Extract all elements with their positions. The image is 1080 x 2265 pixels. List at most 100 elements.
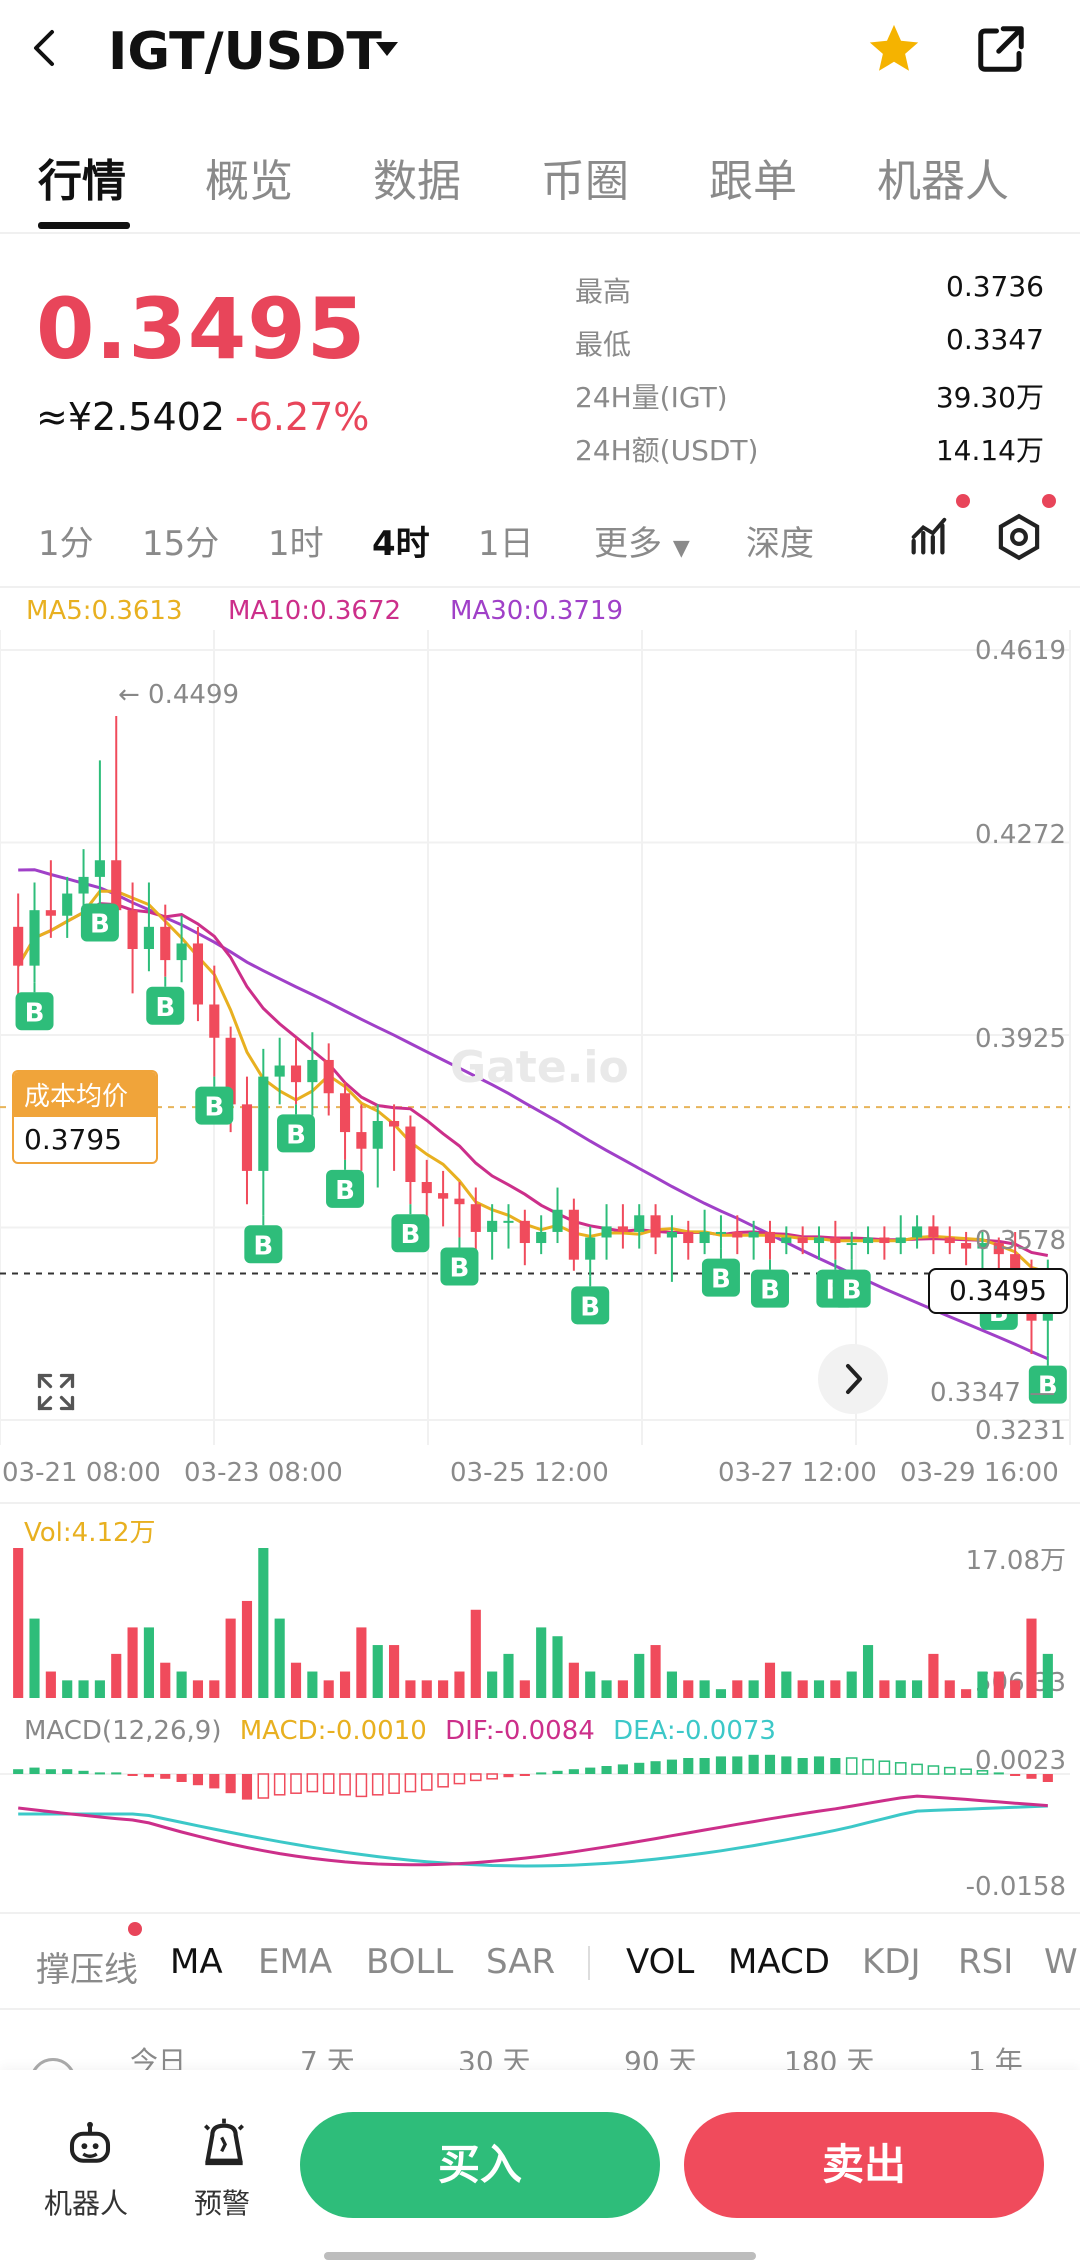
buy-marker: B xyxy=(146,976,185,1025)
candlestick-chart[interactable]: BBBBBBBBBBBBBBBB xyxy=(0,630,1080,1445)
macd-histogram-bar xyxy=(62,1769,73,1774)
indicator-ema[interactable]: EMA xyxy=(258,1942,333,1982)
macd-histogram-bar xyxy=(355,1773,368,1798)
buy-marker: B xyxy=(195,1076,234,1125)
tab-market[interactable]: 行情 xyxy=(38,156,126,207)
macd-histogram-bar xyxy=(634,1762,645,1774)
tab-copy-trade[interactable]: 跟单 xyxy=(709,156,797,207)
candle xyxy=(323,1059,334,1094)
timeframe-1d[interactable]: 1日 xyxy=(478,524,534,564)
stat-high-value: 0.3736 xyxy=(946,270,1044,303)
time-axis-divider xyxy=(0,1502,1080,1504)
candle xyxy=(912,1226,923,1238)
back-arrow-icon[interactable] xyxy=(24,26,68,70)
macd-histogram-bar xyxy=(699,1758,710,1774)
macd-histogram-bar xyxy=(683,1758,694,1774)
share-icon[interactable] xyxy=(974,22,1028,76)
volume-bar xyxy=(192,1680,204,1698)
candle xyxy=(552,1209,563,1232)
candle xyxy=(127,910,138,950)
macd-histogram-bar xyxy=(1010,1774,1021,1776)
indicator-rsi[interactable]: RSI xyxy=(958,1942,1014,1982)
candle xyxy=(568,1209,579,1260)
volume-bar xyxy=(1042,1653,1053,1698)
indicator-ma[interactable]: MA xyxy=(170,1942,223,1982)
depth-tab[interactable]: 深度 xyxy=(746,524,814,564)
candle xyxy=(601,1226,612,1238)
chevron-down-icon[interactable] xyxy=(374,40,400,60)
buy-button[interactable]: 买入 xyxy=(300,2112,660,2218)
macd-histogram-bar xyxy=(241,1774,253,1800)
indicator-sar[interactable]: SAR xyxy=(486,1942,556,1982)
macd-histogram-bar xyxy=(862,1758,874,1775)
timeframe-4h[interactable]: 4时 xyxy=(372,524,430,564)
candle xyxy=(993,1243,1004,1255)
robot-label[interactable]: 机器人 xyxy=(44,2187,129,2220)
fullscreen-icon[interactable] xyxy=(34,1370,78,1414)
price-change: -6.27% xyxy=(234,395,370,439)
volume-bar xyxy=(781,1671,792,1698)
candle xyxy=(225,1037,236,1105)
buy-marker-box xyxy=(440,1247,479,1286)
macd-histogram-bar xyxy=(404,1773,417,1793)
buy-marker: B xyxy=(244,1215,283,1264)
macd-histogram-bar xyxy=(732,1756,743,1774)
tab-overview[interactable]: 概览 xyxy=(205,156,293,207)
volume-bar xyxy=(503,1653,514,1698)
ma30-legend: MA30:0.3719 xyxy=(450,596,624,626)
timeframe-1m[interactable]: 1分 xyxy=(38,524,94,564)
indicator-w[interactable]: W xyxy=(1044,1942,1078,1982)
volume-bar xyxy=(111,1653,122,1698)
alert-clock-icon[interactable] xyxy=(196,2114,252,2170)
volume-bar xyxy=(748,1680,759,1698)
tab-robot[interactable]: 机器人 xyxy=(877,156,1009,207)
volume-bar xyxy=(127,1627,138,1698)
alert-label[interactable]: 预警 xyxy=(194,2187,251,2220)
timeframe-divider xyxy=(0,586,1080,588)
robot-icon[interactable] xyxy=(62,2118,118,2172)
indicator-support-resistance[interactable]: 撑压线 xyxy=(36,1950,138,1990)
indicator-boll[interactable]: BOLL xyxy=(366,1942,454,1982)
chart-indicator-icon[interactable] xyxy=(906,514,952,560)
candle xyxy=(519,1220,530,1244)
scroll-right-button[interactable] xyxy=(818,1344,888,1414)
volume-bar xyxy=(487,1671,498,1698)
timeframe-more[interactable]: 更多 ▼ xyxy=(594,516,690,565)
buy-marker-box xyxy=(832,1269,871,1308)
candle xyxy=(715,1231,727,1234)
buy-marker-box xyxy=(701,1258,740,1297)
tab-data[interactable]: 数据 xyxy=(373,156,461,207)
macd-histogram-bar xyxy=(388,1773,400,1794)
candle xyxy=(862,1237,874,1244)
volume-bar xyxy=(879,1680,890,1698)
stat-high-label: 最高 xyxy=(575,275,632,308)
macd-histogram-bar xyxy=(666,1759,677,1774)
dif-value: DIF:-0.0084 xyxy=(445,1716,595,1746)
watermark: Gate.io xyxy=(450,1042,629,1093)
volume-bar xyxy=(715,1689,727,1698)
indicator-kdj[interactable]: KDJ xyxy=(862,1942,921,1982)
volume-bar xyxy=(62,1680,73,1698)
buy-marker-text: B xyxy=(1038,1372,1058,1402)
time-axis-label: 03-27 12:00 xyxy=(718,1458,877,1488)
star-icon[interactable] xyxy=(864,20,924,78)
timeframe-1h[interactable]: 1时 xyxy=(268,524,324,564)
macd-histogram-bar xyxy=(420,1773,433,1791)
tab-community[interactable]: 币圈 xyxy=(541,156,629,207)
sell-button[interactable]: 卖出 xyxy=(684,2112,1044,2218)
last-price-tag: 0.3495 xyxy=(928,1268,1068,1314)
macd-histogram-bar xyxy=(781,1756,792,1774)
macd-histogram-bar xyxy=(192,1774,204,1786)
indicator-macd[interactable]: MACD xyxy=(728,1942,830,1982)
settings-hex-icon[interactable] xyxy=(994,512,1044,562)
candle xyxy=(732,1231,743,1238)
macd-histogram-bar xyxy=(715,1756,727,1774)
pair-title[interactable]: IGT/USDT xyxy=(108,22,382,82)
volume-bar xyxy=(552,1636,563,1698)
candle xyxy=(961,1243,972,1249)
dea-line xyxy=(18,1804,1048,1868)
indicator-vol[interactable]: VOL xyxy=(626,1942,695,1982)
candle xyxy=(209,1004,220,1038)
timeframe-15m[interactable]: 15分 xyxy=(142,524,220,564)
buy-marker-box xyxy=(750,1269,789,1308)
